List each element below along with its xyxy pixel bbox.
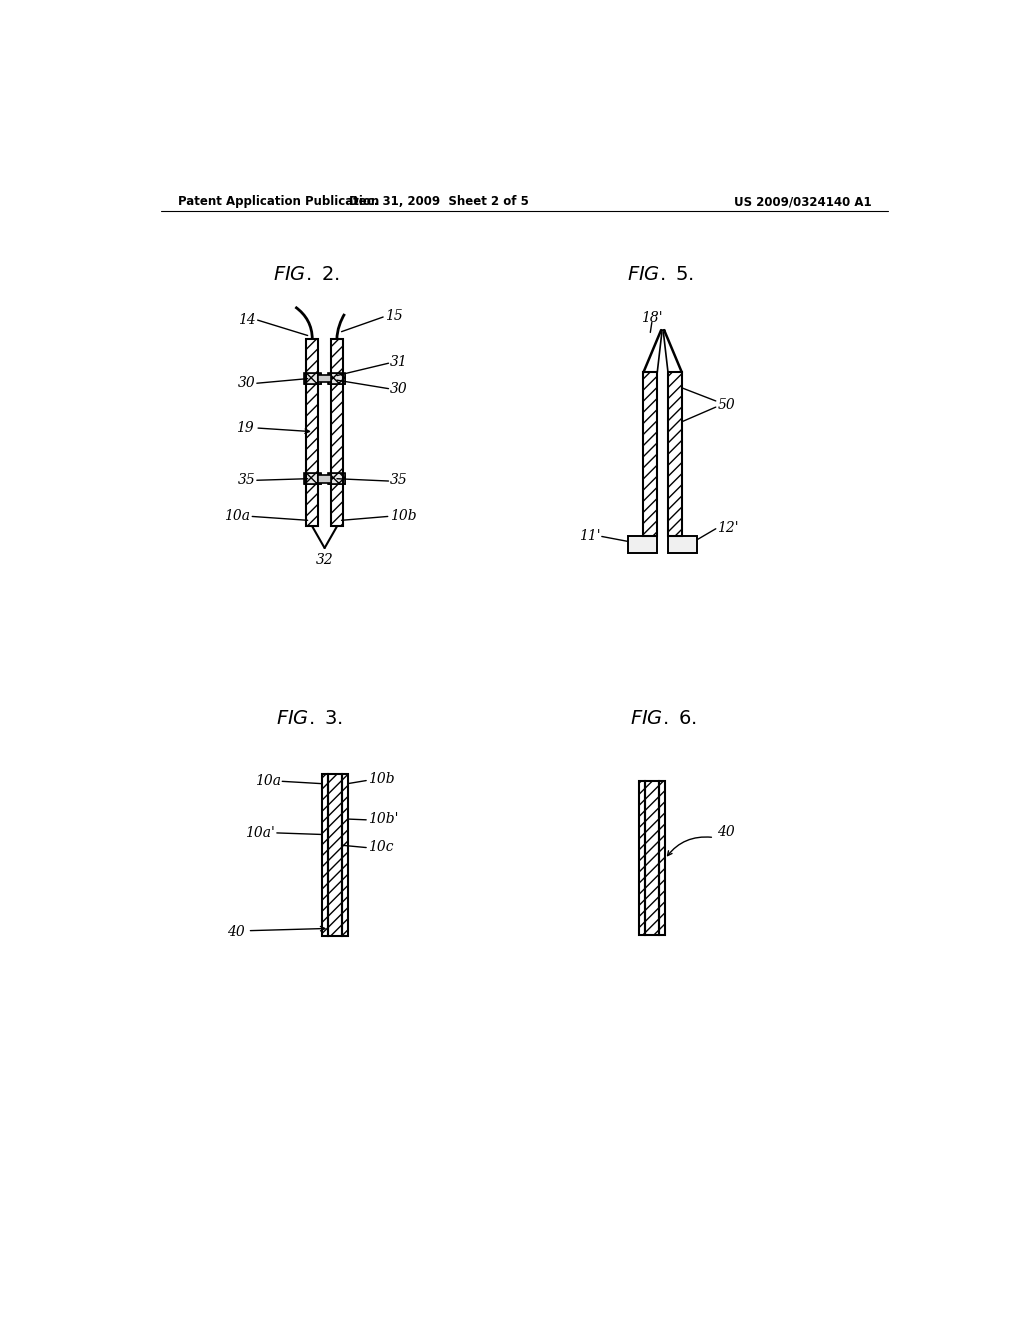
Bar [668, 372, 682, 536]
Bar [329, 374, 345, 384]
Bar [331, 339, 343, 527]
Text: 31: 31 [390, 355, 408, 368]
Text: 35: 35 [238, 474, 255, 487]
Text: 50: 50 [717, 397, 735, 412]
Bar [628, 536, 657, 553]
Text: $\mathit{FIG.\ 6.}$: $\mathit{FIG.\ 6.}$ [630, 710, 697, 727]
Bar [331, 339, 343, 527]
Bar [645, 780, 658, 935]
Text: 30: 30 [390, 381, 408, 396]
Text: $\mathit{FIG.\ 2.}$: $\mathit{FIG.\ 2.}$ [272, 267, 340, 284]
Bar [643, 372, 657, 536]
Bar [329, 474, 345, 484]
Text: Dec. 31, 2009  Sheet 2 of 5: Dec. 31, 2009 Sheet 2 of 5 [348, 195, 528, 209]
Bar [639, 780, 645, 935]
Text: 15: 15 [385, 309, 402, 323]
Bar [304, 374, 321, 384]
Bar [342, 775, 348, 936]
Bar [328, 775, 342, 936]
Text: 10a: 10a [255, 774, 281, 788]
Text: 10b: 10b [368, 772, 394, 785]
Bar [639, 780, 645, 935]
Bar [645, 780, 658, 935]
Text: $\mathit{FIG.\ 3.}$: $\mathit{FIG.\ 3.}$ [275, 710, 343, 727]
Bar [318, 475, 331, 483]
Bar [658, 780, 665, 935]
Text: 10b': 10b' [368, 812, 398, 826]
Text: 19: 19 [236, 421, 254, 434]
Text: 11': 11' [579, 529, 600, 543]
Text: 10b: 10b [390, 508, 417, 523]
Bar [304, 374, 321, 384]
Bar [306, 339, 318, 527]
Bar [328, 775, 342, 936]
Text: 12': 12' [717, 521, 739, 535]
Text: US 2009/0324140 A1: US 2009/0324140 A1 [733, 195, 871, 209]
Text: 10c: 10c [368, 840, 393, 854]
Bar [329, 474, 345, 484]
Bar [668, 372, 682, 536]
Text: 30: 30 [238, 376, 255, 391]
Bar [306, 339, 318, 527]
Bar [668, 536, 697, 553]
Text: 40: 40 [717, 825, 735, 840]
Text: $\mathit{FIG.\ 5.}$: $\mathit{FIG.\ 5.}$ [627, 267, 694, 284]
Text: 35: 35 [390, 474, 408, 487]
Bar [318, 375, 331, 383]
Text: 10a: 10a [224, 508, 250, 523]
Bar [304, 474, 321, 484]
Bar [329, 374, 345, 384]
Text: 18': 18' [641, 310, 663, 325]
Bar [322, 775, 328, 936]
Text: Patent Application Publication: Patent Application Publication [178, 195, 380, 209]
Text: 40: 40 [226, 925, 245, 940]
Bar [304, 474, 321, 484]
Bar [643, 372, 657, 536]
Text: 14: 14 [239, 313, 256, 327]
Bar [342, 775, 348, 936]
Bar [322, 775, 328, 936]
Text: 10a': 10a' [246, 826, 275, 840]
Bar [658, 780, 665, 935]
Text: 32: 32 [315, 553, 334, 568]
